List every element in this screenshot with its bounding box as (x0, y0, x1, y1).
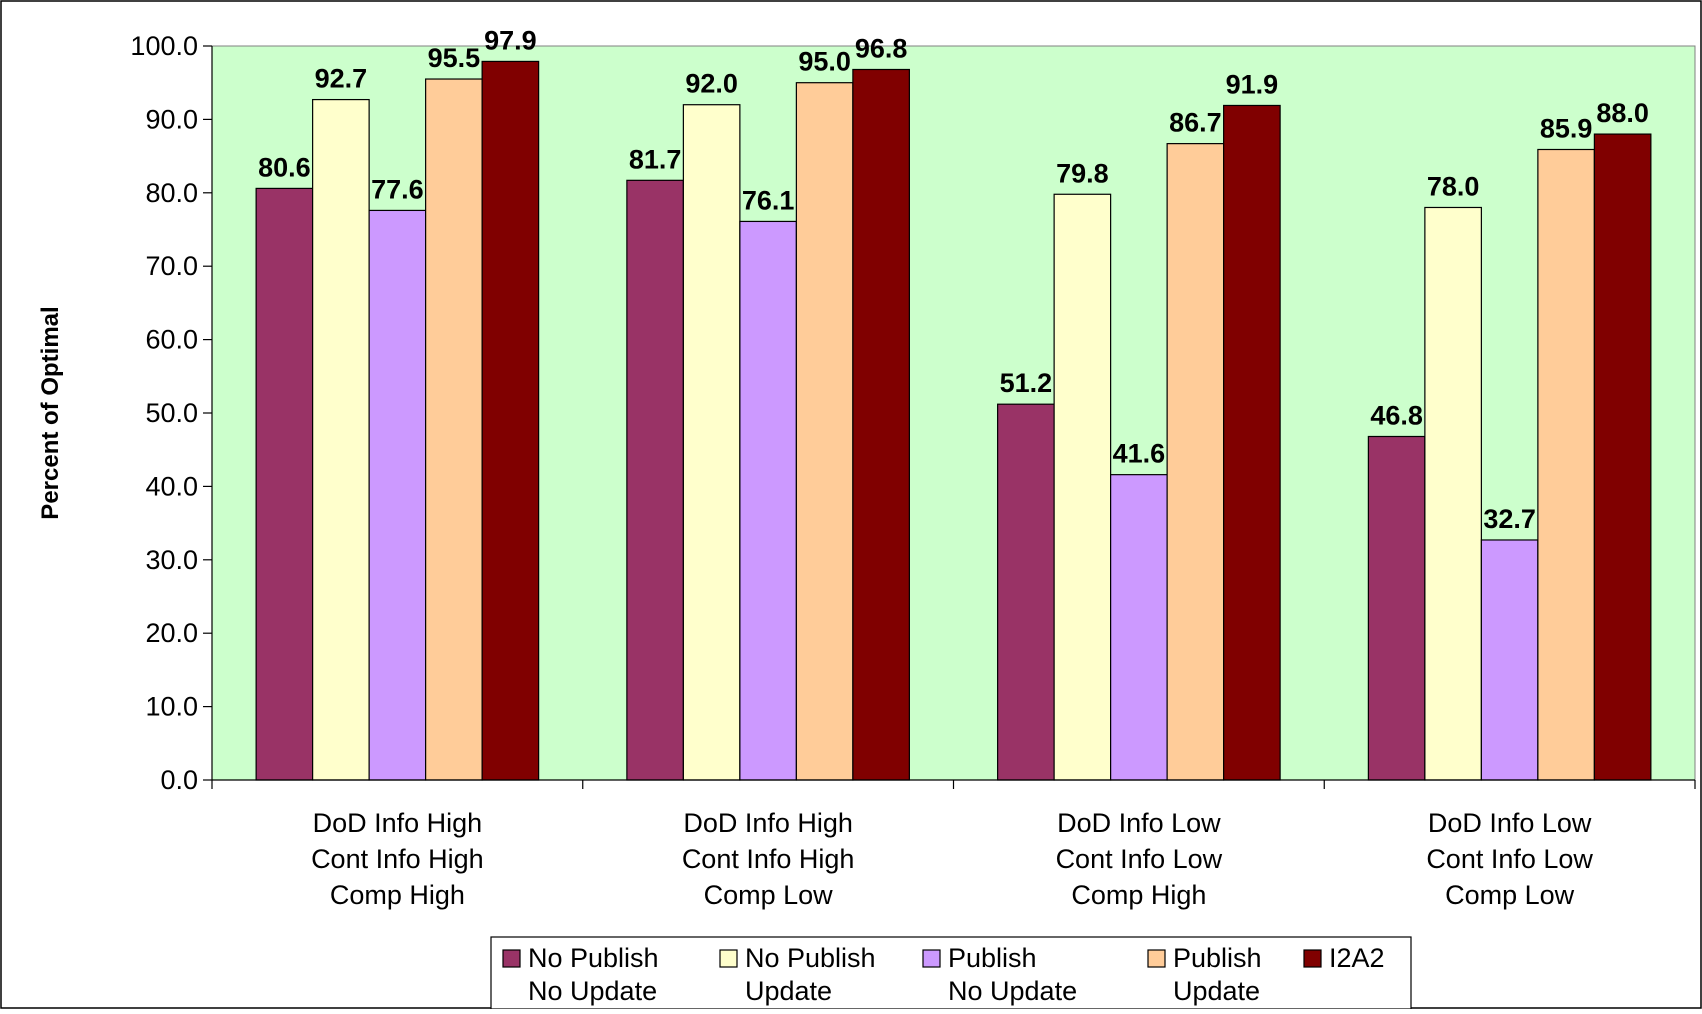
data-label: 41.6 (1113, 439, 1166, 469)
data-label: 97.9 (484, 25, 537, 55)
data-label: 91.9 (1226, 69, 1279, 99)
bar (1480, 539, 1539, 781)
y-tick-label: 0.0 (160, 765, 198, 795)
data-label: 96.8 (855, 33, 908, 63)
data-label: 88.0 (1596, 98, 1649, 128)
bar (1223, 104, 1281, 781)
data-label: 78.0 (1427, 171, 1480, 201)
data-label: 85.9 (1540, 113, 1593, 143)
y-tick-label: 90.0 (145, 104, 198, 134)
legend-label: Publish Update (1173, 943, 1262, 1006)
y-tick-label: 60.0 (145, 325, 198, 355)
data-label: 95.0 (798, 47, 851, 77)
legend-label: Publish No Update (948, 943, 1077, 1006)
data-label: 79.8 (1056, 158, 1109, 188)
bar (997, 403, 1055, 781)
bar (1166, 143, 1225, 781)
legend-swatch (1303, 949, 1322, 968)
bar (626, 179, 684, 781)
data-label: 51.2 (1000, 368, 1053, 398)
data-label: 81.7 (629, 144, 682, 174)
data-label: 92.7 (315, 64, 368, 94)
x-category-label: DoD Info Low Cont Info Low Comp Low (1426, 808, 1593, 910)
bar (255, 187, 314, 781)
data-label: 32.7 (1483, 504, 1536, 534)
legend-swatch (719, 949, 738, 968)
bar (425, 78, 483, 781)
legend-swatch (502, 949, 521, 968)
x-category-label: DoD Info High Cont Info High Comp High (311, 808, 484, 910)
data-label: 77.6 (371, 174, 424, 204)
data-label: 86.7 (1169, 108, 1222, 138)
legend-swatch (1147, 949, 1166, 968)
legend-label: I2A2 (1329, 943, 1385, 973)
legend-box (490, 936, 1412, 1010)
y-tick-label: 100.0 (130, 31, 198, 61)
y-tick-label: 70.0 (145, 251, 198, 281)
bar (1537, 148, 1595, 781)
data-labels: 80.6 92.7 77.6 95.597.9 81.7 92.0 76.1 95.0 96.8… (258, 25, 1649, 534)
bars (255, 60, 1652, 781)
y-tick-label: 50.0 (145, 398, 198, 428)
data-label: 92.0 (685, 69, 738, 99)
bar (1053, 193, 1112, 781)
bar (481, 60, 540, 781)
legend-label: No Publish No Update (528, 943, 659, 1006)
data-label: 46.8 (1370, 400, 1423, 430)
bar (852, 68, 910, 781)
y-tick-label: 80.0 (145, 178, 198, 208)
bar (739, 220, 797, 781)
data-label: 80.6 (258, 152, 311, 182)
x-category-label: DoD Info High Cont Info High Comp Low (682, 808, 855, 910)
x-axis-category-labels: DoD Info High Cont Info High Comp High DoD … (211, 780, 1696, 910)
y-axis-ticks: 0.0 10.0 20.0 30.0 40.0 50.0 60.0 70.0 80.0 90.0 1… (130, 31, 212, 795)
y-tick-label: 40.0 (145, 471, 198, 501)
bar (1424, 206, 1482, 781)
bar (1367, 435, 1426, 781)
y-axis-title: Percent of Optimal (37, 306, 64, 519)
bar (368, 209, 427, 781)
y-tick-label: 20.0 (145, 618, 198, 648)
bar (312, 98, 370, 781)
x-category-label: DoD Info Low Cont Info Low Comp High (1056, 808, 1223, 910)
bar (1110, 474, 1168, 781)
bar (1593, 133, 1652, 781)
legend: No Publish No Update No Publish Update Publi… (490, 936, 1412, 1010)
bar (795, 82, 854, 781)
data-label: 95.5 (428, 43, 481, 73)
y-tick-label: 30.0 (145, 545, 198, 575)
data-label: 76.1 (742, 185, 795, 215)
bar (682, 104, 741, 781)
legend-label: No Publish Update (745, 943, 876, 1006)
y-tick-label: 10.0 (145, 692, 198, 722)
legend-swatch (922, 949, 941, 968)
